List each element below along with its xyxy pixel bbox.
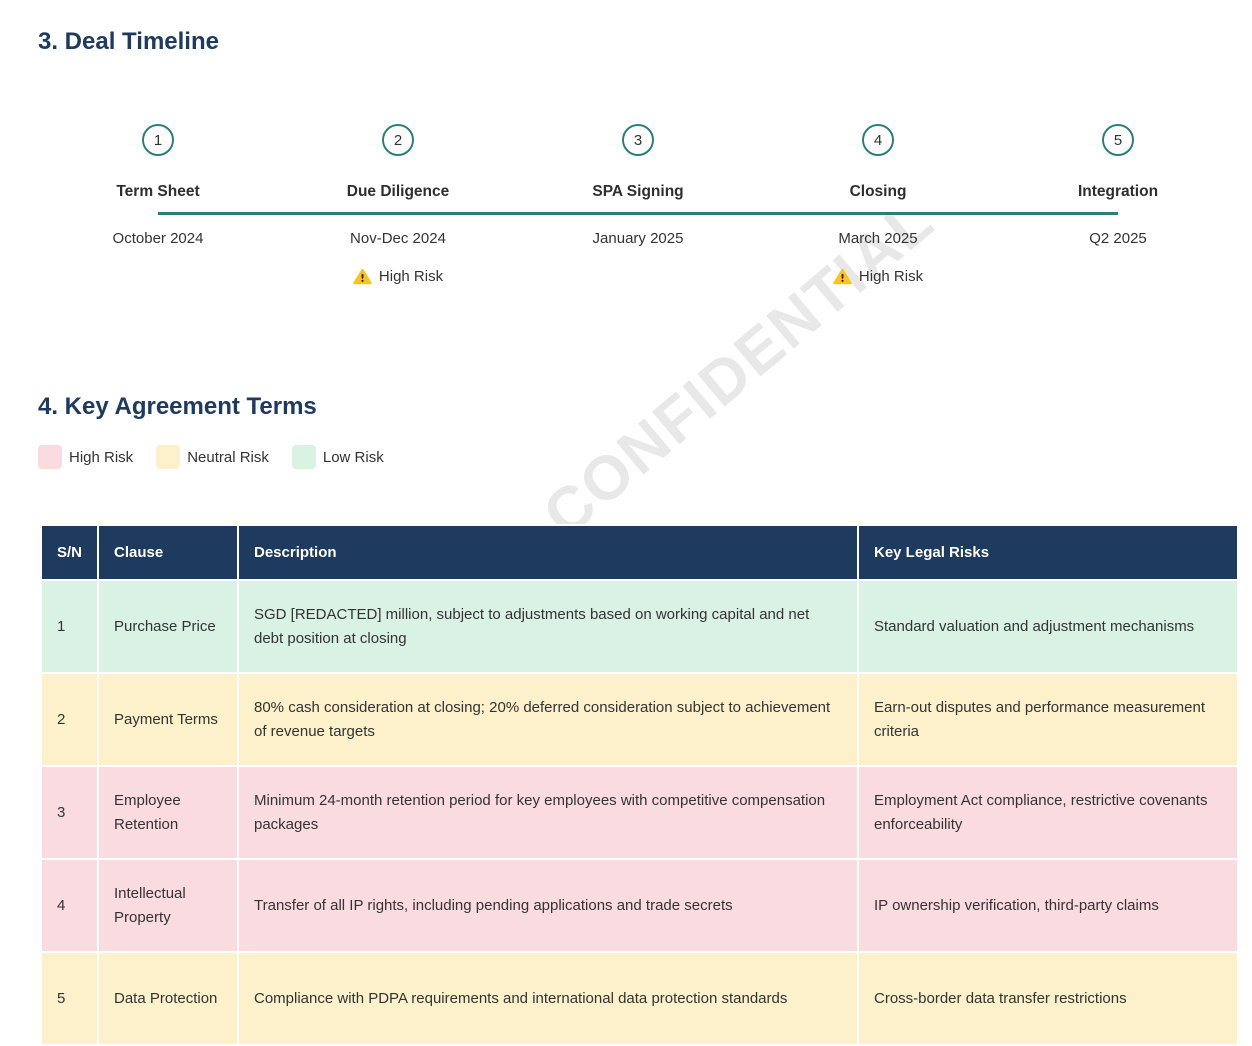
timeline-step: 3 SPA Signing January 2025 <box>518 124 758 285</box>
legend-item: Low Risk <box>291 445 392 469</box>
warning-triangle-icon <box>833 268 852 285</box>
legend-color-swatch <box>156 445 181 469</box>
high-risk-badge: High Risk <box>353 268 443 285</box>
legend-color-swatch <box>291 445 316 469</box>
cell-clause: Employee Retention <box>97 765 239 860</box>
legend-item: High Risk <box>38 445 141 469</box>
column-header-sn: S/N <box>40 524 99 581</box>
step-number: 1 <box>153 131 163 149</box>
table-row: 2 Payment Terms 80% cash consideration a… <box>40 672 1239 767</box>
timeline-track-line <box>158 212 1118 215</box>
step-number-circle: 3 <box>622 124 654 156</box>
deal-timeline: 1 Term Sheet October 2024 2 Due Diligenc… <box>38 124 1238 294</box>
cell-sn: 4 <box>40 858 99 953</box>
cell-key-legal-risks: Cross-border data transfer restrictions <box>857 951 1239 1046</box>
step-number: 5 <box>1113 131 1123 149</box>
cell-key-legal-risks: Standard valuation and adjustment mechan… <box>857 579 1239 674</box>
cell-clause: Data Protection <box>97 951 239 1046</box>
cell-sn: 3 <box>40 765 99 860</box>
cell-key-legal-risks: Earn-out disputes and performance measur… <box>857 672 1239 767</box>
column-header-description: Description <box>237 524 859 581</box>
legend-label: High Risk <box>69 448 134 466</box>
risk-legend: High Risk Neutral Risk Low Risk <box>38 445 1252 469</box>
step-label: Closing <box>849 183 907 200</box>
table-header-row: S/N Clause Description Key Legal Risks <box>40 524 1239 581</box>
cell-sn: 2 <box>40 672 99 767</box>
step-label: Term Sheet <box>116 183 200 200</box>
high-risk-label: High Risk <box>378 268 444 285</box>
step-label: Due Diligence <box>346 183 450 200</box>
timeline-step: 2 Due Diligence Nov-Dec 2024 High Risk <box>278 124 518 285</box>
high-risk-label: High Risk <box>858 268 924 285</box>
step-date: Q2 2025 <box>1089 230 1147 247</box>
step-label: SPA Signing <box>592 183 684 200</box>
timeline-step: 1 Term Sheet October 2024 <box>38 124 278 285</box>
table-row: 5 Data Protection Compliance with PDPA r… <box>40 951 1239 1046</box>
cell-description: 80% cash consideration at closing; 20% d… <box>237 672 859 767</box>
step-number-circle: 4 <box>862 124 894 156</box>
cell-description: SGD [REDACTED] million, subject to adjus… <box>237 579 859 674</box>
step-date: Nov-Dec 2024 <box>350 230 446 247</box>
cell-description: Transfer of all IP rights, including pen… <box>237 858 859 953</box>
table-row: 3 Employee Retention Minimum 24-month re… <box>40 765 1239 860</box>
legend-item: Neutral Risk <box>156 445 277 469</box>
cell-sn: 5 <box>40 951 99 1046</box>
step-number-circle: 1 <box>142 124 174 156</box>
timeline-step: 5 Integration Q2 2025 <box>998 124 1238 285</box>
table-row: 1 Purchase Price SGD [REDACTED] million,… <box>40 579 1239 674</box>
column-header-clause: Clause <box>97 524 239 581</box>
high-risk-badge: High Risk <box>833 268 923 285</box>
cell-clause: Payment Terms <box>97 672 239 767</box>
legend-label: Neutral Risk <box>187 448 269 466</box>
step-label: Integration <box>1077 183 1159 200</box>
cell-description: Minimum 24-month retention period for ke… <box>237 765 859 860</box>
step-number: 4 <box>873 131 883 149</box>
legend-label: Low Risk <box>322 448 384 466</box>
legend-color-swatch <box>38 445 62 469</box>
warning-triangle-icon <box>353 268 372 285</box>
key-agreement-terms-table: S/N Clause Description Key Legal Risks 1… <box>40 524 1239 1046</box>
step-number-circle: 5 <box>1102 124 1134 156</box>
cell-key-legal-risks: IP ownership verification, third-party c… <box>857 858 1239 953</box>
cell-sn: 1 <box>40 579 99 674</box>
cell-clause: Intellectual Property <box>97 858 239 953</box>
section-heading-deal-timeline: 3. Deal Timeline <box>38 28 219 55</box>
step-number-circle: 2 <box>382 124 414 156</box>
timeline-step: 4 Closing March 2025 High Risk <box>758 124 998 285</box>
cell-clause: Purchase Price <box>97 579 239 674</box>
step-date: October 2024 <box>112 230 204 247</box>
cell-key-legal-risks: Employment Act compliance, restrictive c… <box>857 765 1239 860</box>
step-date: January 2025 <box>592 230 684 247</box>
step-number: 3 <box>633 131 643 149</box>
step-number: 2 <box>393 131 403 149</box>
table-row: 4 Intellectual Property Transfer of all … <box>40 858 1239 953</box>
step-date: March 2025 <box>838 230 918 247</box>
timeline-steps: 1 Term Sheet October 2024 2 Due Diligenc… <box>38 124 1238 285</box>
column-header-key-legal-risks: Key Legal Risks <box>857 524 1239 581</box>
section-heading-key-agreement-terms: 4. Key Agreement Terms <box>38 393 317 420</box>
cell-description: Compliance with PDPA requirements and in… <box>237 951 859 1046</box>
